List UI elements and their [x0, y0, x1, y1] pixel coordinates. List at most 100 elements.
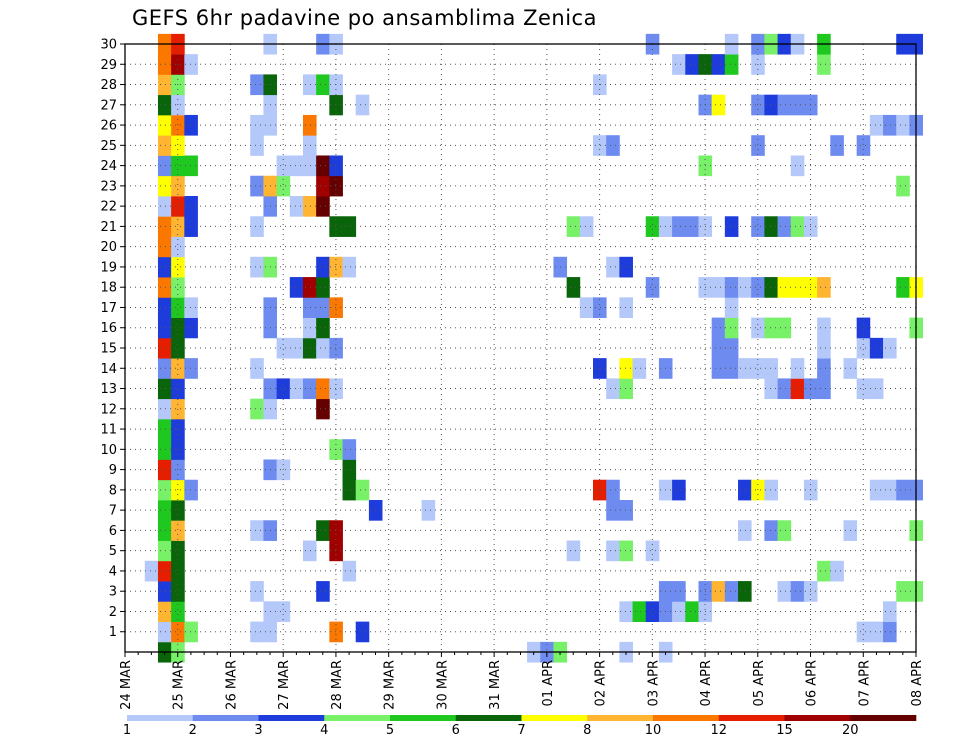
heatmap-cell — [619, 601, 633, 622]
heatmap-cell — [619, 297, 633, 318]
heatmap-cell — [856, 337, 871, 359]
heatmap-cell — [777, 581, 792, 602]
heatmap-cell — [632, 358, 647, 379]
heatmap-cell — [171, 175, 185, 197]
heatmap-cell — [751, 358, 765, 379]
heatmap-cell — [672, 601, 686, 622]
heatmap-cell — [157, 398, 172, 420]
heatmap-cell — [645, 540, 660, 562]
heatmap-cell — [738, 520, 752, 541]
legend-swatch — [455, 715, 522, 721]
x-tick-label: 07 APR — [857, 660, 872, 706]
heatmap-cell — [724, 358, 739, 379]
heatmap-cell — [302, 277, 317, 298]
heatmap-cell — [302, 155, 317, 177]
heatmap-cell — [302, 378, 317, 400]
heatmap-cell — [316, 277, 330, 298]
heatmap-cell — [764, 277, 778, 298]
y-tick-label: 25 — [100, 139, 117, 154]
heatmap-cell — [724, 277, 739, 298]
y-tick-label: 24 — [100, 159, 117, 174]
heatmap-cell — [316, 378, 330, 400]
x-tick-label: 25 MAR — [172, 660, 187, 710]
legend-swatch — [718, 715, 785, 721]
heatmap-cell — [790, 216, 805, 237]
y-tick-label: 7 — [109, 504, 117, 519]
heatmap-cell — [184, 317, 198, 339]
heatmap-cell — [329, 256, 343, 278]
heatmap-cell — [790, 155, 805, 177]
y-tick-label: 20 — [100, 240, 117, 255]
heatmap-cell — [171, 277, 185, 298]
heatmap-cell — [764, 94, 778, 116]
heatmap-cell — [685, 601, 699, 622]
heatmap-cell — [869, 479, 884, 501]
heatmap-cell — [817, 54, 831, 75]
heatmap-cell — [171, 560, 185, 582]
heatmap-cell — [606, 500, 620, 521]
heatmap-cell — [329, 175, 343, 197]
heatmap-cell — [171, 317, 185, 339]
y-tick-label: 29 — [100, 58, 117, 73]
heatmap-cell — [883, 621, 897, 643]
y-tick-label: 27 — [100, 98, 117, 113]
y-tick-label: 3 — [109, 585, 117, 600]
heatmap-cell — [896, 114, 910, 136]
heatmap-cell — [738, 581, 752, 602]
legend-swatch — [324, 715, 391, 721]
heatmap-cell — [157, 94, 172, 116]
legend-label: 7 — [517, 723, 525, 738]
y-tick-label: 4 — [109, 564, 117, 579]
heatmap-cell — [724, 317, 739, 339]
heatmap-cell — [751, 479, 765, 501]
y-tick-label: 8 — [109, 483, 117, 498]
heatmap-cell — [711, 358, 726, 379]
legend-label: 10 — [645, 723, 662, 738]
y-tick-label: 26 — [100, 119, 117, 134]
heatmap-cell — [566, 540, 581, 562]
heatmap-cell — [157, 337, 172, 359]
heatmap-cell — [619, 540, 633, 562]
y-tick-label: 23 — [100, 179, 117, 194]
heatmap-cell — [817, 560, 831, 582]
heatmap-cell — [593, 358, 607, 379]
heatmap-cell — [777, 520, 792, 541]
heatmap-cell — [171, 236, 185, 258]
heatmap-cell — [751, 135, 765, 156]
heatmap-cell — [250, 358, 264, 379]
legend-label: 4 — [320, 723, 328, 738]
heatmap-cell — [856, 621, 871, 643]
heatmap-cell — [606, 479, 620, 501]
heatmap-cell — [171, 378, 185, 400]
heatmap-cell — [711, 317, 726, 339]
y-tick-label: 16 — [100, 321, 117, 336]
heatmap-cell — [276, 601, 291, 622]
heatmap-cell — [171, 155, 185, 177]
heatmap-cell — [250, 256, 264, 278]
chart-title: GEFS 6hr padavine po ansamblima Zenica — [132, 6, 597, 30]
heatmap-cell — [896, 175, 910, 197]
heatmap-cell — [276, 175, 291, 197]
heatmap-cell — [738, 277, 752, 298]
heatmap-cell — [342, 216, 357, 237]
legend-label: 12 — [710, 723, 727, 738]
y-tick-label: 6 — [109, 524, 117, 539]
heatmap-cell — [329, 297, 343, 318]
heatmap-cell — [342, 479, 357, 501]
heatmap-cell — [250, 135, 264, 156]
heatmap-cell — [790, 94, 805, 116]
heatmap-cell — [289, 155, 304, 177]
heatmap-cell — [157, 581, 172, 602]
heatmap-cell — [738, 358, 752, 379]
heatmap-cell — [869, 337, 884, 359]
y-tick-label: 28 — [100, 78, 117, 93]
y-tick-label: 21 — [100, 220, 117, 235]
heatmap-cell — [302, 114, 317, 136]
heatmap-cell — [896, 581, 910, 602]
y-tick-label: 30 — [100, 38, 117, 53]
heatmap-cell — [817, 277, 831, 298]
heatmap-cell — [171, 601, 185, 622]
heatmap-cell — [157, 54, 172, 75]
heatmap-cell — [672, 581, 686, 602]
